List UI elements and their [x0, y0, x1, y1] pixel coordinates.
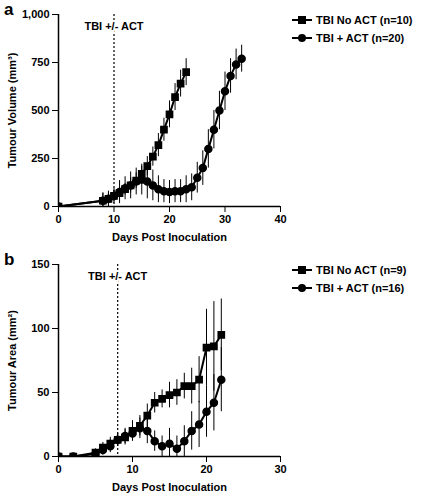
svg-text:30: 30: [219, 213, 231, 225]
svg-text:0: 0: [55, 213, 61, 225]
html-text:TBI No ACT (n=9): TBI No ACT (n=9): [316, 264, 407, 276]
svg-text:10: 10: [126, 463, 138, 475]
svg-text:750: 750: [31, 56, 49, 68]
svg-text:10: 10: [108, 213, 120, 225]
svg-text:100: 100: [31, 322, 49, 334]
svg-text:20: 20: [200, 463, 212, 475]
svg-text:150: 150: [31, 258, 49, 270]
svg-text:20: 20: [163, 213, 175, 225]
html-text:TBI No ACT (n=10): TBI No ACT (n=10): [316, 14, 413, 26]
html-text:b: b: [4, 250, 15, 269]
svg-text:1,000: 1,000: [22, 8, 50, 20]
svg-text:0: 0: [55, 463, 61, 475]
html-text:a: a: [4, 0, 14, 19]
html-text:TBI + ACT (n=16): TBI + ACT (n=16): [316, 282, 405, 294]
svg-text:Tumour Volume (mm³): Tumour Volume (mm³): [6, 52, 18, 168]
svg-text:0: 0: [43, 200, 49, 212]
svg-text:Days Post Inoculation: Days Post Inoculation: [112, 481, 227, 493]
svg-text:TBI +/- ACT: TBI +/- ACT: [84, 20, 143, 32]
svg-text:TBI +/- ACT: TBI +/- ACT: [88, 270, 147, 282]
html-text:TBI + ACT (n=20): TBI + ACT (n=20): [316, 32, 405, 44]
svg-text:0: 0: [43, 450, 49, 462]
svg-text:40: 40: [274, 213, 286, 225]
svg-text:250: 250: [31, 152, 49, 164]
svg-text:500: 500: [31, 104, 49, 116]
svg-text:50: 50: [37, 386, 49, 398]
svg-text:Days Post Inoculation: Days Post Inoculation: [112, 231, 227, 243]
svg-text:Tumour Area (mm²): Tumour Area (mm²): [6, 310, 18, 411]
svg-text:30: 30: [274, 463, 286, 475]
